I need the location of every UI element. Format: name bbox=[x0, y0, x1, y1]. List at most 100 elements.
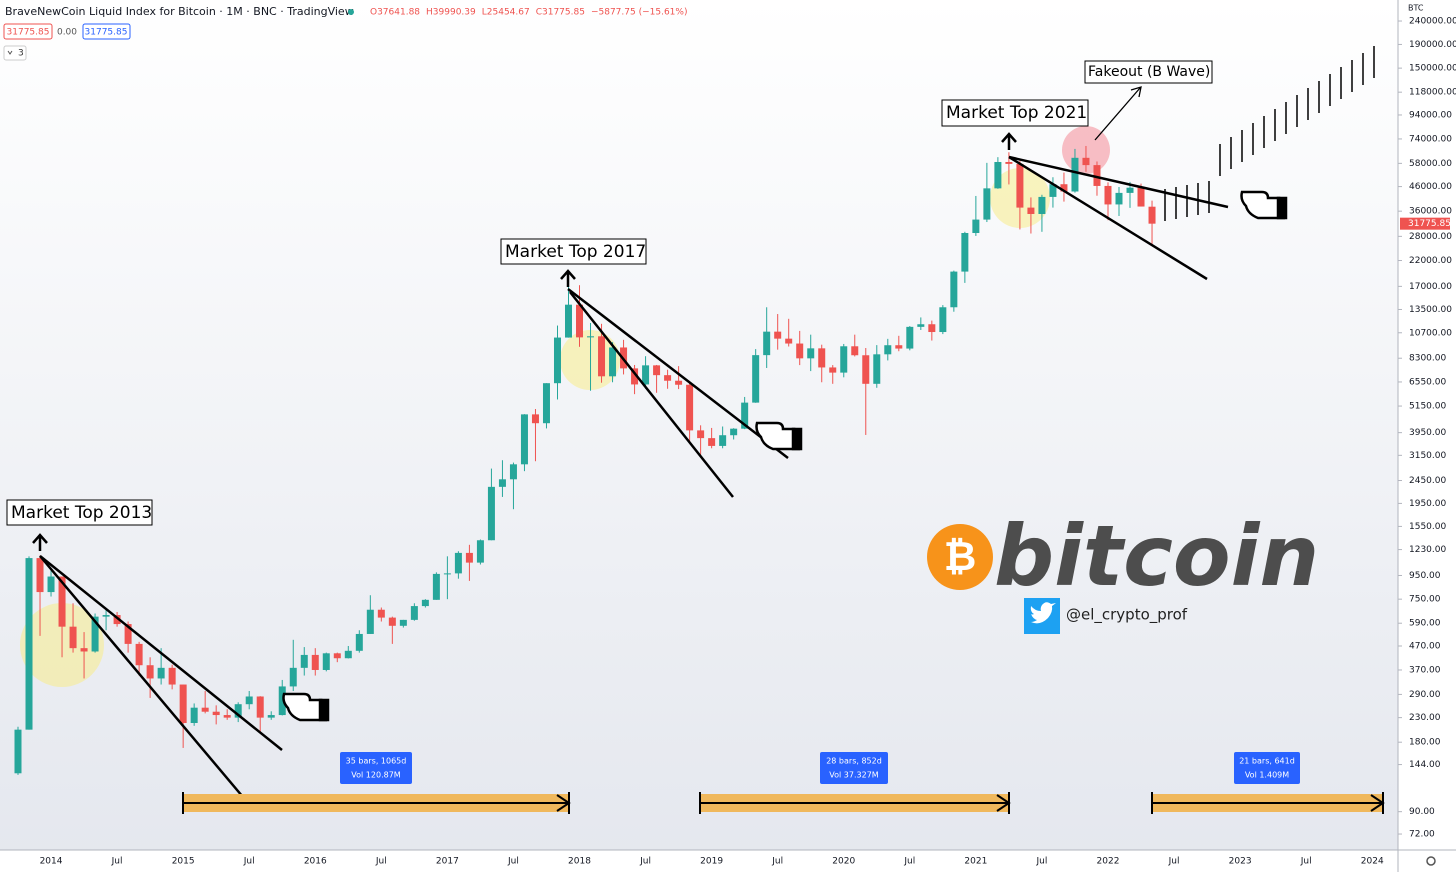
last-price-box bbox=[1400, 217, 1450, 230]
candle-body bbox=[157, 667, 165, 679]
candle-body bbox=[730, 428, 738, 436]
candle-body bbox=[432, 573, 440, 600]
candle-body bbox=[509, 464, 517, 480]
y-tick-label: 750.00 bbox=[1409, 595, 1441, 605]
twitter-handle: @el_crypto_prof bbox=[1066, 606, 1188, 625]
measure-bars: 21 bars, 641d bbox=[1239, 757, 1295, 766]
candle-body bbox=[234, 704, 242, 718]
candle-body bbox=[807, 348, 815, 359]
candle-body bbox=[179, 684, 187, 724]
candle-body bbox=[1115, 192, 1123, 205]
candle-body bbox=[1071, 157, 1079, 192]
x-tick-label: 2018 bbox=[568, 857, 591, 867]
candle-body bbox=[719, 435, 727, 446]
x-tick-label: 2024 bbox=[1361, 857, 1384, 867]
annotation-box bbox=[500, 238, 647, 265]
y-tick-label: 22000.00 bbox=[1409, 256, 1452, 266]
candle-body bbox=[542, 383, 550, 424]
y-tick-label: 13500.00 bbox=[1409, 305, 1452, 315]
candle-body bbox=[1060, 184, 1068, 192]
y-tick-label: 94000.00 bbox=[1409, 110, 1452, 120]
candle-body bbox=[1137, 187, 1145, 207]
logo-symbol: ₿ bbox=[944, 534, 977, 580]
y-tick-label: 1550.00 bbox=[1409, 522, 1446, 532]
annotation-box bbox=[1084, 60, 1213, 84]
candle-body bbox=[190, 707, 198, 724]
candle-body bbox=[322, 653, 330, 670]
candle-body bbox=[135, 643, 143, 666]
candle-body bbox=[873, 354, 881, 384]
indicator-count: 3 bbox=[18, 49, 24, 59]
y-tick-label: 3950.00 bbox=[1409, 428, 1446, 438]
candle-body bbox=[212, 711, 220, 716]
y-tick-label: 1950.00 bbox=[1409, 499, 1446, 509]
candle-body bbox=[631, 368, 639, 385]
candle-body bbox=[851, 346, 859, 356]
y-tick-label: 2450.00 bbox=[1409, 476, 1446, 486]
y-tick-label: 118000.00 bbox=[1409, 88, 1456, 98]
x-tick-label: Jul bbox=[639, 857, 651, 867]
hand-icon bbox=[755, 421, 803, 451]
candle-body bbox=[454, 552, 462, 574]
logo-text: bitcoin bbox=[994, 507, 1319, 605]
y-tick-label: 150000.00 bbox=[1409, 64, 1456, 74]
y-tick-label: 290.00 bbox=[1409, 690, 1441, 700]
candle-body bbox=[972, 219, 980, 234]
candle-body bbox=[983, 188, 991, 220]
x-tick-label: Jul bbox=[507, 857, 519, 867]
candle-body bbox=[223, 715, 231, 718]
candle-body bbox=[25, 558, 33, 730]
candle-body bbox=[774, 331, 782, 339]
candle-body bbox=[14, 729, 22, 774]
candle-body bbox=[917, 324, 925, 327]
chart-title: BraveNewCoin Liquid Index for Bitcoin · … bbox=[5, 5, 354, 18]
candle-body bbox=[1005, 161, 1013, 164]
annotation-box bbox=[941, 99, 1089, 127]
y-tick-label: 3150.00 bbox=[1409, 451, 1446, 461]
trend-line bbox=[39, 555, 249, 804]
candle-body bbox=[498, 479, 506, 487]
settings-icon[interactable] bbox=[1426, 856, 1436, 866]
time-axis-panel bbox=[0, 850, 1456, 872]
measure-bars: 28 bars, 852d bbox=[826, 757, 882, 766]
candle-body bbox=[311, 654, 319, 670]
candle-body bbox=[609, 347, 617, 377]
price-axis-panel bbox=[1398, 0, 1456, 872]
y-tick-label: 230.00 bbox=[1409, 713, 1441, 723]
measure-box bbox=[820, 752, 888, 784]
candle-body bbox=[752, 355, 760, 403]
up-arrow bbox=[560, 269, 576, 287]
candle-body bbox=[829, 367, 837, 373]
hand-icon bbox=[1240, 190, 1288, 220]
annotation: Market Top 2017 bbox=[505, 242, 646, 262]
indicator-toggle[interactable] bbox=[3, 45, 27, 61]
candle-body bbox=[565, 304, 572, 338]
logo-circle bbox=[927, 524, 993, 590]
candle-body bbox=[58, 576, 66, 627]
projection bbox=[1164, 46, 1375, 221]
trend-line bbox=[569, 291, 734, 498]
price-box-text: 31775.85 bbox=[85, 28, 128, 38]
measure-vol: Vol 1.409M bbox=[1245, 771, 1289, 780]
currency: BTC bbox=[1408, 4, 1424, 13]
candle-body bbox=[576, 304, 584, 338]
last-price-label: 31775.85 bbox=[1408, 219, 1451, 229]
candle-body bbox=[366, 609, 374, 634]
y-tick-label: 144.00 bbox=[1409, 760, 1441, 770]
candle-body bbox=[884, 345, 892, 355]
candle-body bbox=[1049, 184, 1057, 197]
candle-body bbox=[476, 540, 484, 563]
y-tick-label: 6550.00 bbox=[1409, 377, 1446, 387]
measure-box bbox=[1234, 752, 1300, 784]
candle-body bbox=[47, 576, 55, 593]
y-tick-label: 72.00 bbox=[1409, 830, 1435, 840]
candle-body bbox=[245, 696, 253, 705]
candle-body bbox=[69, 626, 77, 649]
candle-body bbox=[421, 599, 429, 607]
candle-body bbox=[1148, 206, 1156, 224]
x-tick-label: 2020 bbox=[832, 857, 855, 867]
candle-body bbox=[708, 438, 716, 446]
hand-icons bbox=[282, 190, 1288, 722]
y-tick-label: 36000.00 bbox=[1409, 207, 1452, 217]
